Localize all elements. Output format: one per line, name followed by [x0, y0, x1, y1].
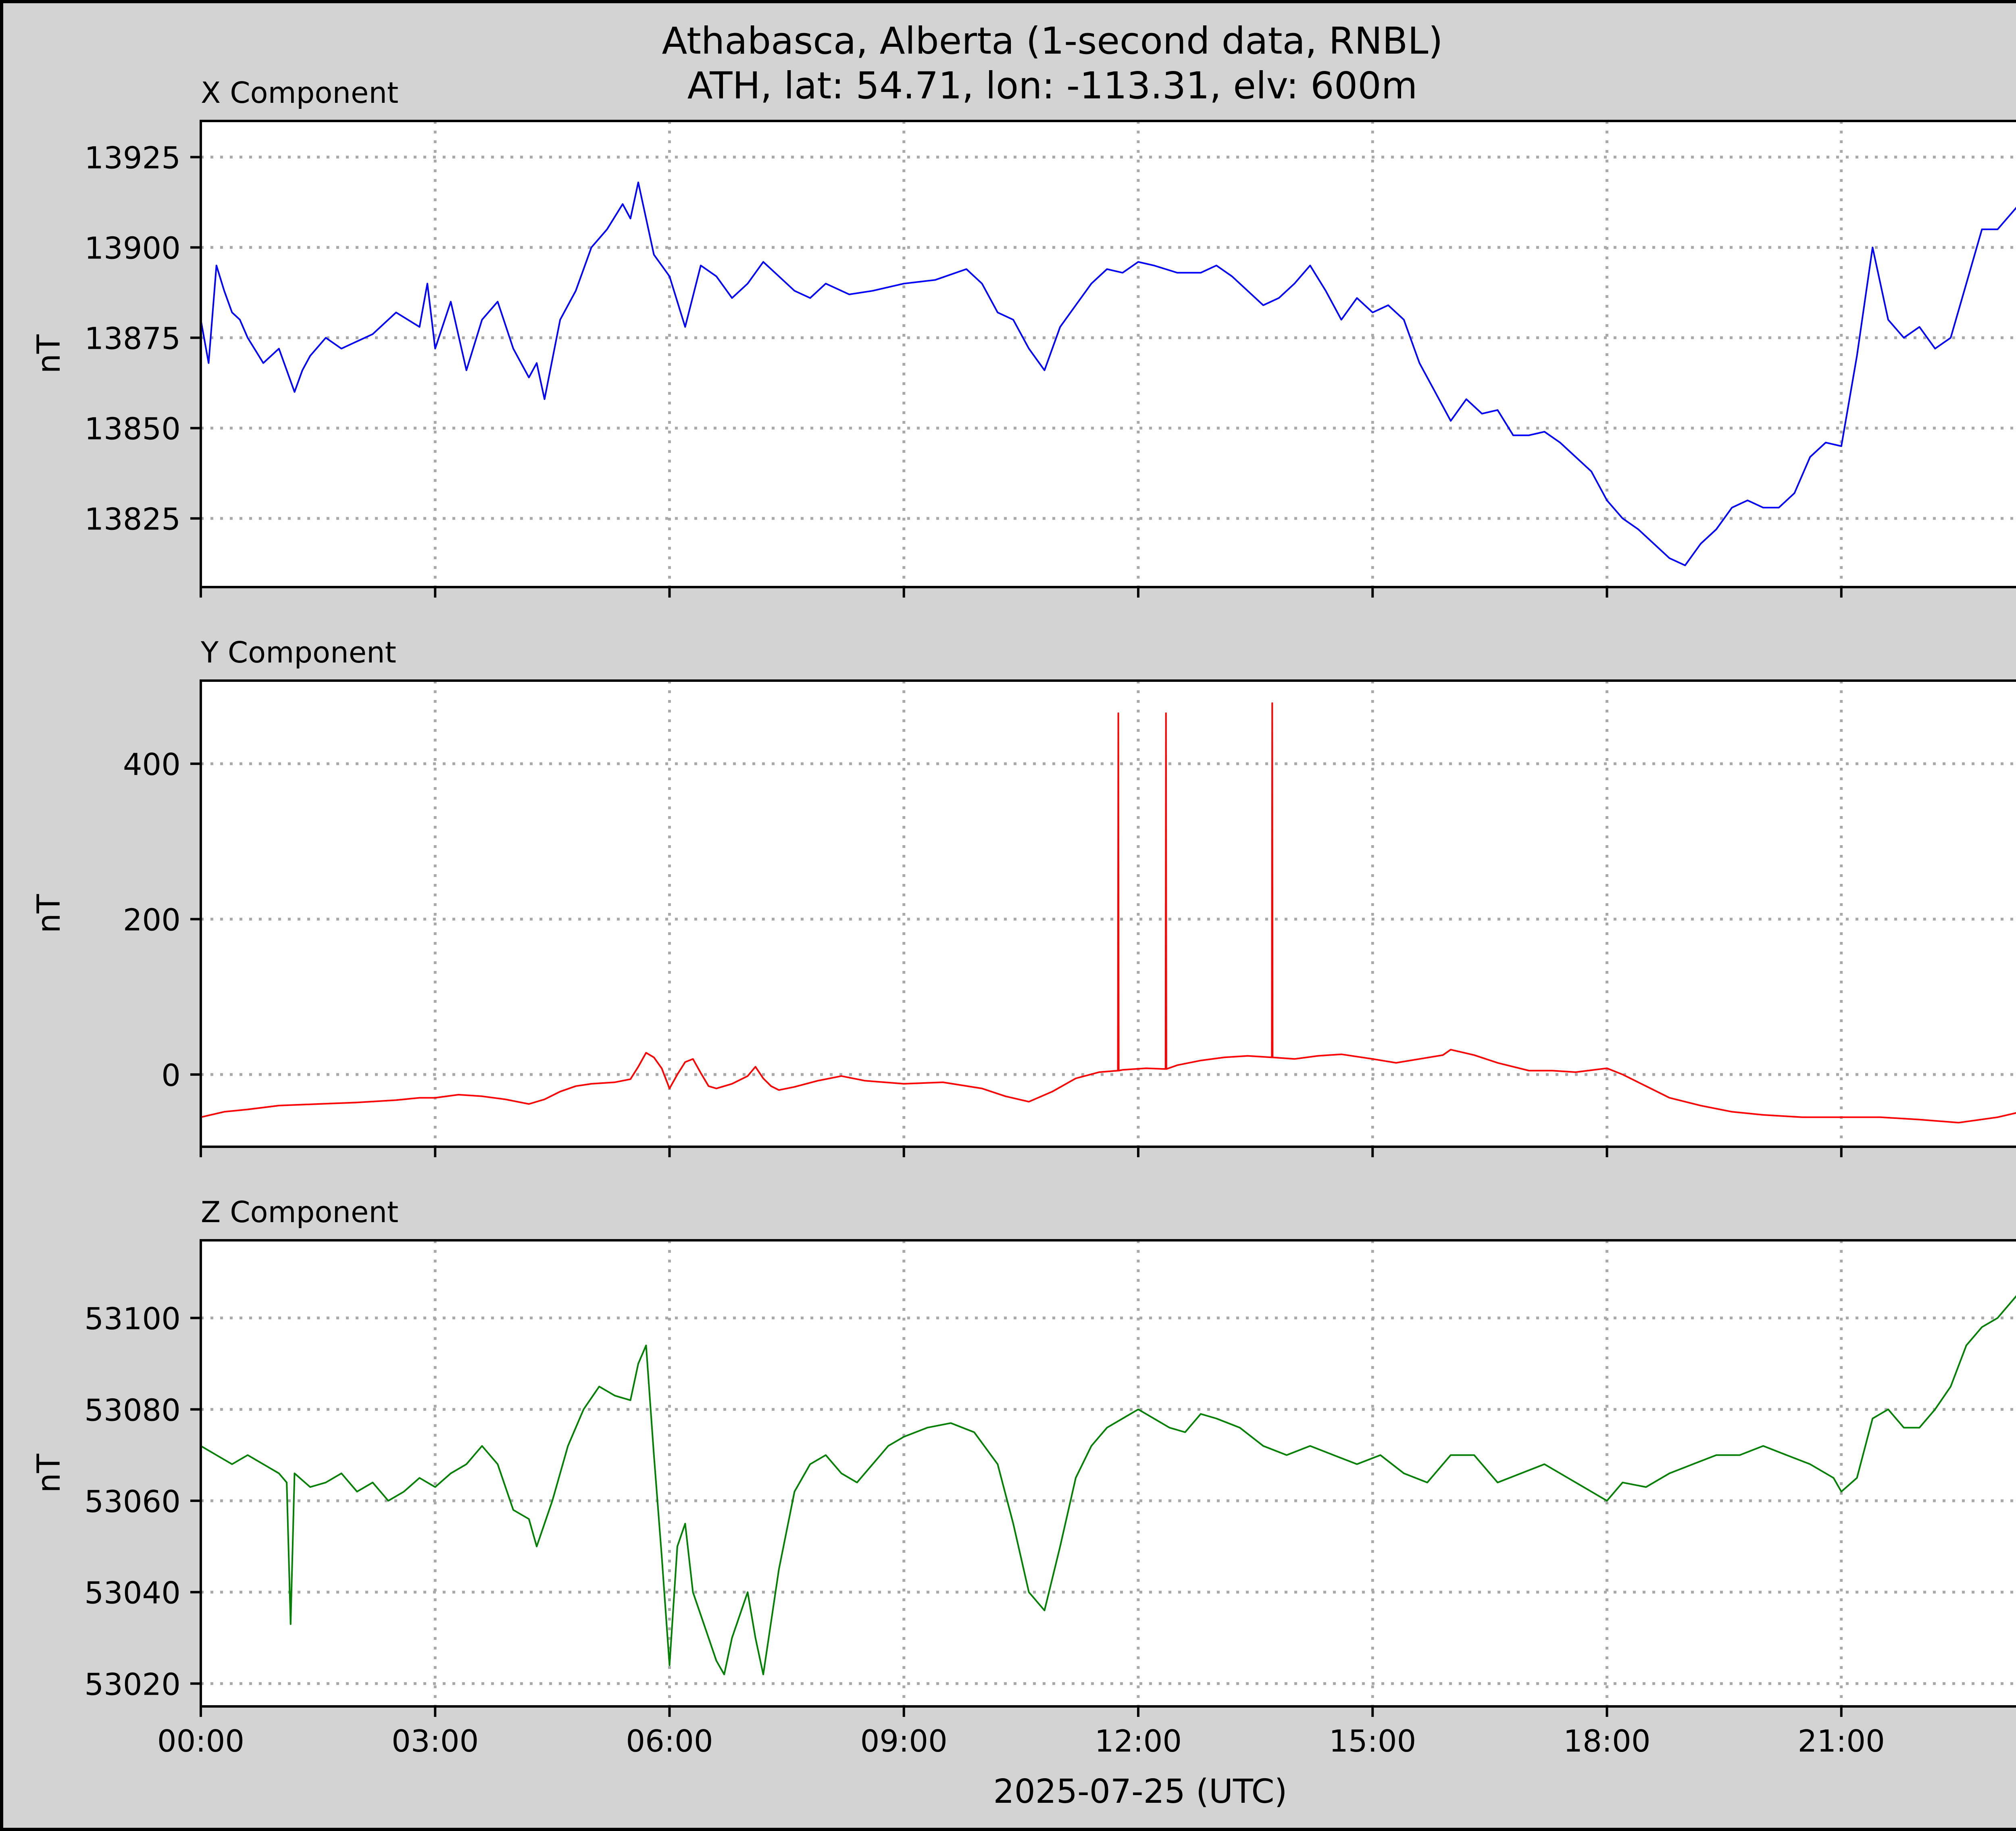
x-tick-label: 15:00: [1329, 1723, 1416, 1759]
y-tick-label: 53020: [84, 1666, 181, 1702]
chart-title-line2: ATH, lat: 54.71, lon: -113.31, elv: 600m: [687, 64, 1418, 107]
x-axis-label: 2025-07-25 (UTC): [993, 1773, 1287, 1811]
panel-1: 13825 13850 13875 13900 13925 X Component nT: [31, 76, 2016, 598]
x-tick-label: 18:00: [1563, 1723, 1650, 1759]
panel-title: X Component: [201, 76, 398, 110]
y-tick-label: 200: [123, 902, 181, 937]
y-tick-label: 13875: [84, 321, 181, 356]
series-line: [200, 702, 2016, 1124]
y-axis-label: nT: [31, 334, 67, 373]
series-line: [200, 1295, 2016, 1675]
panel-title: Y Component: [200, 635, 396, 669]
panel-title: Z Component: [201, 1195, 398, 1229]
y-tick-label: 13825: [84, 502, 181, 537]
y-tick-label: 53060: [84, 1484, 181, 1519]
y-tick-label: 400: [123, 747, 181, 782]
x-tick-label: 00:00: [157, 1723, 244, 1759]
y-tick-label: 13900: [84, 231, 181, 266]
y-tick-label: 53080: [84, 1392, 181, 1428]
x-tick-label: 09:00: [860, 1723, 948, 1759]
panel-2: 0 200 400 Y Component nT: [31, 635, 2016, 1157]
y-axis-label: nT: [31, 894, 67, 933]
x-tick-label: 06:00: [626, 1723, 713, 1759]
y-tick-label: 13925: [84, 140, 181, 176]
chart-title-line1: Athabasca, Alberta (1-second data, RNBL): [662, 19, 1443, 62]
x-tick-label: 21:00: [1798, 1723, 1885, 1759]
series-line: [200, 181, 2016, 567]
y-tick-label: 53100: [84, 1301, 181, 1337]
x-tick-label: 12:00: [1095, 1723, 1182, 1759]
y-tick-label: 13850: [84, 411, 181, 447]
chart-panels: 13825 13850 13875 13900 13925 X Component nT 0 2…: [31, 76, 2016, 1759]
y-tick-label: 0: [161, 1058, 181, 1093]
chart-svg: Athabasca, Alberta (1-second data, RNBL)…: [31, 19, 2016, 1811]
plot-area: [201, 681, 2016, 1147]
panel-3: 53020 53040 53060 53080 53100 00:00 03:00 06:00…: [31, 1195, 2016, 1759]
y-tick-label: 53040: [84, 1575, 181, 1611]
plot-area: [201, 121, 2016, 587]
y-axis-label: nT: [31, 1454, 67, 1493]
x-tick-label: 03:00: [392, 1723, 479, 1759]
plot-area: [201, 1240, 2016, 1706]
